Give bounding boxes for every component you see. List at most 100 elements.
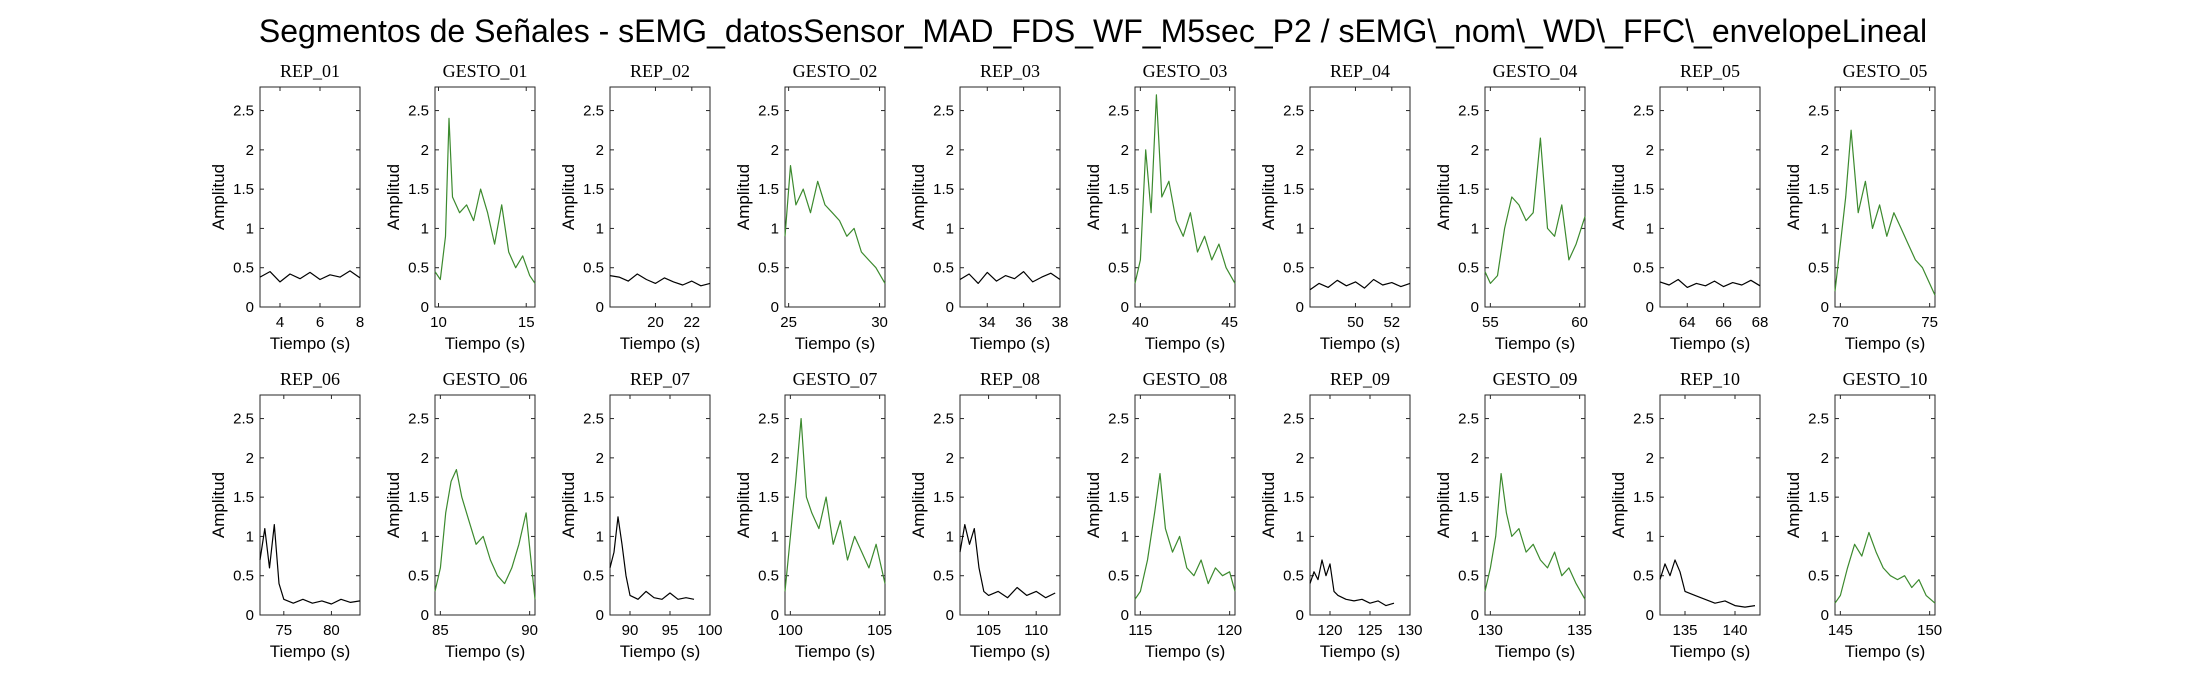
y-tick-label: 0.5 [1283, 260, 1304, 277]
y-axis-label: Amplitud [1084, 472, 1103, 538]
x-tick-label: 22 [683, 314, 700, 331]
subplot: 0 0.5 1 1.5 2 2.5 120 125 130 REP_09 Tiempo (s) Amp… [1259, 369, 1423, 661]
subplot: 0 0.5 1 1.5 2 2.5 145 150 GESTO_10 Tiempo (s) Ampl… [1784, 369, 1942, 661]
subplot: 0 0.5 1 1.5 2 2.5 100 105 GESTO_07 Tiempo (s) Ampl… [734, 369, 892, 661]
subplot-title: REP_02 [630, 61, 690, 81]
x-tick-label: 40 [1132, 314, 1149, 331]
y-tick-label: 0 [1646, 607, 1654, 624]
y-tick-label: 2 [946, 450, 954, 467]
axes-frame [259, 394, 361, 616]
subplot: 0 0.5 1 1.5 2 2.5 70 75 GESTO_05 Tiempo (s) Amplit… [1784, 61, 1938, 353]
y-axis-label: Amplitud [1784, 472, 1803, 538]
subplot-title: GESTO_04 [1493, 61, 1578, 81]
y-tick-label: 0 [421, 607, 429, 624]
y-tick-label: 0.5 [1458, 260, 1479, 277]
y-tick-label: 0.5 [933, 568, 954, 585]
y-tick-label: 2 [1646, 450, 1654, 467]
rep-signal-trace [1659, 278, 1761, 288]
subplot: 0 0.5 1 1.5 2 2.5 64 66 68 REP_05 Tiempo (s) Amplit… [1609, 61, 1768, 353]
y-tick-label: 0.5 [408, 260, 429, 277]
y-tick-label: 0.5 [1633, 260, 1654, 277]
y-tick-label: 2.5 [408, 103, 429, 120]
x-tick-label: 120 [1317, 622, 1342, 639]
subplot-title: REP_04 [1330, 61, 1390, 81]
y-tick-label: 1.5 [1458, 489, 1479, 506]
subplot-title: GESTO_08 [1143, 369, 1228, 389]
axes-frame [1659, 86, 1761, 308]
x-tick-label: 10 [430, 314, 447, 331]
x-tick-label: 34 [979, 314, 996, 331]
y-tick-label: 1.5 [408, 489, 429, 506]
y-tick-label: 1.5 [1633, 489, 1654, 506]
y-axis-label: Amplitud [209, 472, 228, 538]
subplot-title: GESTO_01 [443, 61, 528, 81]
y-tick-label: 1.5 [758, 489, 779, 506]
figure-title: Segmentos de Señales - sEMG_datosSensor_… [259, 13, 1927, 49]
y-tick-label: 0 [1471, 299, 1479, 316]
x-axis-label: Tiempo (s) [1845, 642, 1926, 661]
x-tick-label: 90 [521, 622, 538, 639]
y-tick-label: 0 [946, 299, 954, 316]
x-axis-label: Tiempo (s) [795, 334, 876, 353]
x-axis-label: Tiempo (s) [445, 642, 526, 661]
y-tick-label: 1.5 [933, 181, 954, 198]
y-tick-label: 0.5 [1108, 260, 1129, 277]
subplot: 0 0.5 1 1.5 2 2.5 90 95 100 REP_07 Tiempo (s) Ampli… [559, 369, 723, 661]
x-tick-label: 8 [356, 314, 364, 331]
rep-signal-trace [1309, 278, 1411, 291]
y-tick-label: 1 [946, 220, 954, 237]
rep-signal-trace [1309, 559, 1395, 607]
axes-frame [1484, 394, 1586, 616]
x-tick-label: 4 [276, 314, 284, 331]
y-axis-label: Amplitud [559, 164, 578, 230]
y-tick-label: 1 [1646, 528, 1654, 545]
y-tick-label: 0 [771, 299, 779, 316]
y-tick-label: 2.5 [233, 103, 254, 120]
x-tick-label: 50 [1347, 314, 1364, 331]
x-axis-label: Tiempo (s) [1495, 334, 1576, 353]
y-tick-label: 2 [246, 142, 254, 159]
x-tick-label: 150 [1917, 622, 1942, 639]
subplot-title: REP_10 [1680, 369, 1740, 389]
y-tick-label: 0 [596, 607, 604, 624]
x-tick-label: 90 [622, 622, 639, 639]
subplot: 0 0.5 1 1.5 2 2.5 10 15 GESTO_01 Tiempo (s) Amplit… [384, 61, 536, 353]
subplot-title: REP_09 [1330, 369, 1390, 389]
x-tick-label: 38 [1052, 314, 1069, 331]
x-tick-label: 130 [1397, 622, 1422, 639]
x-tick-label: 15 [518, 314, 535, 331]
gesto-signal-trace [434, 117, 536, 284]
x-axis-label: Tiempo (s) [970, 334, 1051, 353]
gesto-signal-trace [784, 418, 886, 592]
x-axis-label: Tiempo (s) [1670, 642, 1751, 661]
y-tick-label: 2 [771, 142, 779, 159]
subplot-title: GESTO_07 [793, 369, 878, 389]
subplot: 0 0.5 1 1.5 2 2.5 75 80 REP_06 Tiempo (s) Amplitud [209, 369, 361, 661]
y-tick-label: 2 [1471, 450, 1479, 467]
gesto-signal-trace [784, 165, 886, 284]
axes-frame [1134, 394, 1236, 616]
y-tick-label: 0 [421, 299, 429, 316]
y-tick-label: 0.5 [408, 568, 429, 585]
y-tick-label: 2 [1646, 142, 1654, 159]
y-axis-label: Amplitud [909, 164, 928, 230]
subplot-title: GESTO_10 [1843, 369, 1928, 389]
x-tick-label: 85 [432, 622, 449, 639]
subplot-title: GESTO_09 [1493, 369, 1578, 389]
y-tick-label: 2 [1821, 450, 1829, 467]
x-tick-label: 80 [323, 622, 340, 639]
x-tick-label: 64 [1679, 314, 1696, 331]
x-tick-label: 30 [871, 314, 888, 331]
x-axis-label: Tiempo (s) [795, 642, 876, 661]
y-tick-label: 0.5 [1283, 568, 1304, 585]
x-axis-label: Tiempo (s) [1320, 334, 1401, 353]
y-tick-label: 1 [771, 220, 779, 237]
x-tick-label: 45 [1221, 314, 1238, 331]
y-tick-label: 1 [596, 220, 604, 237]
y-tick-label: 1.5 [233, 489, 254, 506]
subplot: 0 0.5 1 1.5 2 2.5 40 45 GESTO_03 Tiempo (s) Amplit… [1084, 61, 1238, 353]
y-tick-label: 2.5 [1283, 411, 1304, 428]
y-axis-label: Amplitud [1259, 164, 1278, 230]
